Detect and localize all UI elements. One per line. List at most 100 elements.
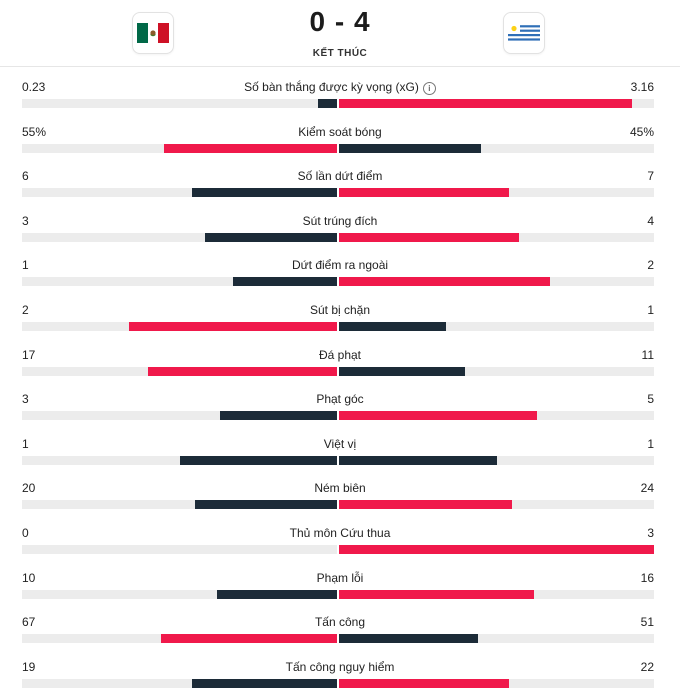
stat-label: Tấn công nguy hiểm	[0, 660, 680, 674]
away-stat-value: 2	[647, 258, 654, 273]
uruguay-flag-icon	[508, 23, 540, 43]
home-stat-bar	[163, 143, 337, 153]
away-stat-bar-track	[339, 99, 654, 108]
away-stat-value: 3.16	[630, 80, 654, 94]
stat-label: Sút bị chặn	[0, 303, 680, 317]
away-stat-bar	[339, 232, 519, 242]
home-stat-value: 10	[22, 570, 36, 585]
away-stat-bar-track	[339, 678, 654, 688]
stat-label: Số lần dứt điểm	[0, 169, 680, 183]
stat-row: 10 Phạm lỗi 16	[0, 558, 680, 603]
away-stat-bar-track	[339, 634, 654, 644]
away-stat-bar-track	[339, 500, 654, 510]
stat-label-text: Tấn công nguy hiểm	[285, 659, 395, 674]
away-stat-value: 22	[640, 659, 654, 674]
stat-label-text: Số lần dứt điểm	[297, 169, 383, 184]
home-stat-value: 20	[22, 481, 36, 496]
home-stat-value: 17	[22, 347, 36, 362]
away-stat-value: 45%	[629, 124, 654, 139]
home-stat-bar	[233, 277, 337, 287]
match-score: 0 - 4	[309, 6, 371, 37]
away-stat-value: 4	[647, 213, 654, 228]
stats-list: 0.23 Số bàn thắng được kỳ vọng (xG) i 3.16 5…	[0, 67, 680, 691]
info-icon[interactable]: i	[422, 82, 436, 95]
home-stat-bar-track	[22, 188, 337, 198]
stat-label-text: Việt vị	[323, 436, 357, 451]
stat-label-text: Đá phạt	[318, 347, 362, 362]
home-stat-value: 0	[22, 525, 29, 540]
home-stat-bar	[160, 634, 337, 644]
home-stat-bar	[129, 321, 337, 331]
stat-label-text: Kiểm soát bóng	[298, 124, 382, 139]
stat-label: Việt vị	[0, 437, 680, 451]
away-stat-bar	[339, 411, 538, 421]
home-stat-bar-track	[22, 143, 337, 153]
away-stat-bar	[339, 634, 478, 644]
stat-label: Đá phạt	[0, 348, 680, 362]
stat-row: 0 Thủ môn Cứu thua 3	[0, 513, 680, 558]
home-stat-bar-track	[22, 277, 337, 287]
home-stat-bar-track	[22, 99, 337, 108]
away-stat-bar-track	[339, 366, 654, 376]
stat-row: 20 Ném biên 24	[0, 468, 680, 513]
away-stat-bar	[339, 143, 481, 153]
away-stat-bar	[339, 188, 510, 198]
away-stat-value: 3	[647, 525, 654, 540]
stat-label: Tấn công	[0, 615, 680, 629]
home-stat-bar	[217, 589, 337, 599]
home-stat-bar-track	[22, 634, 337, 644]
away-team-flag[interactable]	[503, 12, 545, 54]
stat-label-text: Tấn công	[314, 615, 366, 630]
home-team-flag[interactable]	[132, 12, 174, 54]
stat-label-text: Phạm lỗi	[316, 570, 364, 585]
stat-label-text: Ném biên	[314, 481, 366, 496]
away-stat-bar-track	[339, 589, 654, 599]
home-stat-bar-track	[22, 321, 337, 331]
stat-label-text: Dứt điểm ra ngoài	[291, 258, 389, 273]
home-stat-value: 1	[22, 258, 29, 273]
stat-label-text: Sút trúng đích	[302, 213, 378, 228]
away-stat-value: 5	[647, 392, 654, 407]
away-stat-bar-track	[339, 544, 654, 554]
home-stat-value: 3	[22, 213, 29, 228]
away-stat-bar	[339, 500, 513, 510]
away-stat-value: 1	[647, 302, 654, 317]
home-stat-value: 55%	[22, 124, 47, 139]
home-stat-value: 19	[22, 659, 36, 674]
home-stat-bar	[204, 232, 337, 242]
stat-label: Thủ môn Cứu thua	[0, 526, 680, 540]
home-stat-value: 0.23	[22, 80, 46, 94]
stat-row: 3 Sút trúng đích 4	[0, 201, 680, 246]
home-stat-bar-track	[22, 678, 337, 688]
home-stat-value: 67	[22, 615, 36, 630]
home-stat-bar	[148, 366, 337, 376]
away-stat-bar	[339, 678, 510, 688]
home-stat-bar-track	[22, 544, 337, 554]
home-stat-bar-track	[22, 589, 337, 599]
home-stat-value: 2	[22, 302, 29, 317]
home-stat-bar	[195, 500, 337, 510]
stat-row: 17 Đá phạt 11	[0, 335, 680, 380]
home-stat-bar	[318, 99, 337, 108]
away-stat-bar	[339, 99, 632, 108]
home-stat-bar-track	[22, 500, 337, 510]
stat-label: Số bàn thắng được kỳ vọng (xG) i	[0, 80, 680, 95]
away-stat-bar	[339, 277, 551, 287]
stat-label: Ném biên	[0, 481, 680, 495]
away-stat-bar-track	[339, 232, 654, 242]
away-stat-bar	[339, 366, 465, 376]
stat-row: 1 Dứt điểm ra ngoài 2	[0, 245, 680, 290]
stat-row: 55% Kiểm soát bóng 45%	[0, 112, 680, 157]
home-stat-bar	[192, 678, 337, 688]
away-stat-bar-track	[339, 277, 654, 287]
away-stat-bar-track	[339, 143, 654, 153]
stat-label: Dứt điểm ra ngoài	[0, 258, 680, 272]
home-stat-value: 6	[22, 169, 29, 184]
away-stat-bar	[339, 589, 535, 599]
home-stat-value: 1	[22, 436, 29, 451]
away-stat-value: 24	[640, 481, 654, 496]
home-stat-bar	[220, 411, 337, 421]
mexico-flag-icon	[137, 23, 169, 43]
away-stat-bar-track	[339, 188, 654, 198]
stat-label: Kiểm soát bóng	[0, 125, 680, 139]
